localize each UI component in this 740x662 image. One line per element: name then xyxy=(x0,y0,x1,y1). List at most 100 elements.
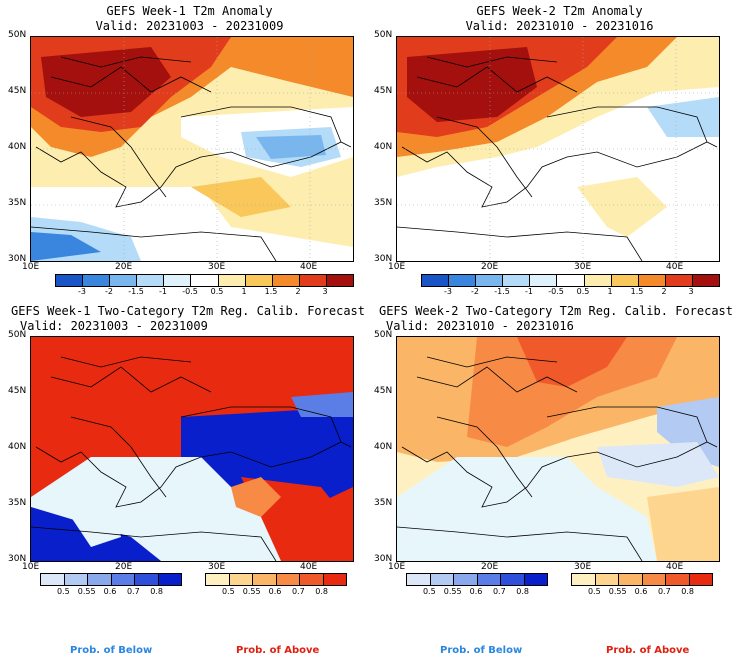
prob-below-label: Prob. of Below xyxy=(440,645,523,656)
colorbar-swatch xyxy=(299,275,327,286)
colorbar-swatch xyxy=(584,275,612,286)
lat-label: 50N xyxy=(374,30,393,40)
colorbar-swatch xyxy=(323,574,346,585)
colorbar-swatch xyxy=(300,574,324,585)
colorbar-swatch xyxy=(83,275,111,286)
lon-label: 30E xyxy=(208,262,226,272)
colorbar-label: 0.55 xyxy=(77,587,96,596)
colorbar-swatch xyxy=(476,275,504,286)
panel-title: GEFS Week-2 T2m Anomaly Valid: 20231010 … xyxy=(392,4,727,34)
colorbar-label: 0.55 xyxy=(443,587,462,596)
anomaly-map xyxy=(30,36,354,262)
lat-label: 30N xyxy=(8,254,27,264)
prob-above-colorbar xyxy=(205,573,347,586)
colorbar-label: 1.5 xyxy=(630,287,644,296)
prob-below-label: Prob. of Below xyxy=(70,645,153,656)
title-text: GEFS Week-2 Two-Category T2m Reg. Calib.… xyxy=(378,304,733,318)
lon-label: 40E xyxy=(300,262,318,272)
colorbar-label: 0.55 xyxy=(242,587,261,596)
colorbar-label: 0.5 xyxy=(576,287,590,296)
valid-text: Valid: 20231003 - 20231009 xyxy=(20,319,208,333)
anomaly-colorbar-labels: -3 -2 -1.5 -1 -0.5 0.5 1 1.5 2 3 xyxy=(421,287,718,297)
probability-map xyxy=(30,336,354,562)
colorbar-swatch xyxy=(272,275,300,286)
colorbar-label: 0.8 xyxy=(681,587,695,596)
lon-label: 20E xyxy=(115,262,133,272)
colorbar-swatch xyxy=(666,574,690,585)
lon-label: 10E xyxy=(22,262,40,272)
colorbar-label: 0.7 xyxy=(126,587,140,596)
colorbar-swatch xyxy=(218,275,246,286)
lat-label: 35N xyxy=(374,198,393,208)
lat-label: 45N xyxy=(374,386,393,396)
colorbar-label: 0.5 xyxy=(56,587,70,596)
colorbar-label: -0.5 xyxy=(182,287,198,296)
lat-label: 40N xyxy=(8,142,27,152)
colorbar-swatch xyxy=(595,574,619,585)
colorbar-label: 3 xyxy=(322,287,328,296)
panel-week1-probability: GEFS Week-1 Two-Category T2m Reg. Calib.… xyxy=(0,300,370,600)
colorbar-swatch xyxy=(501,574,525,585)
prob-below-colorbar-labels: 0.5 0.55 0.6 0.7 0.8 xyxy=(40,587,180,597)
prob-above-label: Prob. of Above xyxy=(606,645,690,656)
valid-text: Valid: 20231003 - 20231009 xyxy=(95,19,284,33)
colorbar-label: 0.5 xyxy=(210,287,224,296)
lon-label: 10E xyxy=(388,262,406,272)
colorbar-swatch xyxy=(407,574,431,585)
lat-label: 35N xyxy=(8,198,27,208)
colorbar-label: 0.7 xyxy=(492,587,506,596)
lat-label: 35N xyxy=(374,498,393,508)
colorbar-swatch xyxy=(88,574,112,585)
colorbar-swatch xyxy=(665,275,693,286)
lon-label: 10E xyxy=(22,562,40,572)
colorbar-label: 3 xyxy=(688,287,694,296)
colorbar-label: 0.5 xyxy=(221,587,235,596)
colorbar-swatch xyxy=(56,275,84,286)
colorbar-label: 0.7 xyxy=(291,587,305,596)
lat-label: 45N xyxy=(374,86,393,96)
colorbar-label: -2 xyxy=(105,287,113,296)
anomaly-colorbar xyxy=(55,274,354,287)
lon-label: 40E xyxy=(300,562,318,572)
lat-label: 35N xyxy=(8,498,27,508)
colorbar-label: 0.8 xyxy=(516,587,530,596)
colorbar-label: -1 xyxy=(159,287,167,296)
lon-label: 20E xyxy=(115,562,133,572)
lat-label: 30N xyxy=(374,554,393,564)
anomaly-colorbar-labels: -3 -2 -1.5 -1 -0.5 0.5 1 1.5 2 3 xyxy=(55,287,352,297)
colorbar-swatch xyxy=(110,275,138,286)
colorbar-label: -1.5 xyxy=(494,287,510,296)
colorbar-swatch xyxy=(158,574,181,585)
lon-label: 20E xyxy=(481,562,499,572)
colorbar-swatch xyxy=(41,574,65,585)
colorbar-swatch xyxy=(530,275,558,286)
anomaly-colorbar xyxy=(421,274,720,287)
colorbar-swatch xyxy=(422,275,450,286)
colorbar-swatch xyxy=(326,275,354,286)
panel-week2-anomaly: GEFS Week-2 T2m Anomaly Valid: 20231010 … xyxy=(370,0,740,300)
colorbar-label: 0.6 xyxy=(268,587,282,596)
colorbar-label: 0.6 xyxy=(469,587,483,596)
lon-label: 30E xyxy=(574,262,592,272)
colorbar-swatch xyxy=(619,574,643,585)
colorbar-swatch xyxy=(638,275,666,286)
prob-above-colorbar-labels: 0.5 0.55 0.6 0.7 0.8 xyxy=(205,587,345,597)
lat-label: 45N xyxy=(8,386,27,396)
colorbar-label: -3 xyxy=(444,287,452,296)
anomaly-map-graphic xyxy=(397,37,719,261)
colorbar-swatch xyxy=(689,574,712,585)
colorbar-swatch xyxy=(503,275,531,286)
prob-below-colorbar-labels: 0.5 0.55 0.6 0.7 0.8 xyxy=(406,587,546,597)
colorbar-swatch xyxy=(206,574,230,585)
colorbar-swatch xyxy=(572,574,596,585)
colorbar-label: 1 xyxy=(607,287,613,296)
probability-map xyxy=(396,336,720,562)
colorbar-swatch xyxy=(449,275,477,286)
colorbar-label: -0.5 xyxy=(548,287,564,296)
probability-map-graphic xyxy=(397,337,719,561)
colorbar-swatch xyxy=(276,574,300,585)
colorbar-swatch xyxy=(64,574,88,585)
colorbar-label: 0.6 xyxy=(634,587,648,596)
lon-label: 10E xyxy=(388,562,406,572)
colorbar-swatch xyxy=(557,275,585,286)
